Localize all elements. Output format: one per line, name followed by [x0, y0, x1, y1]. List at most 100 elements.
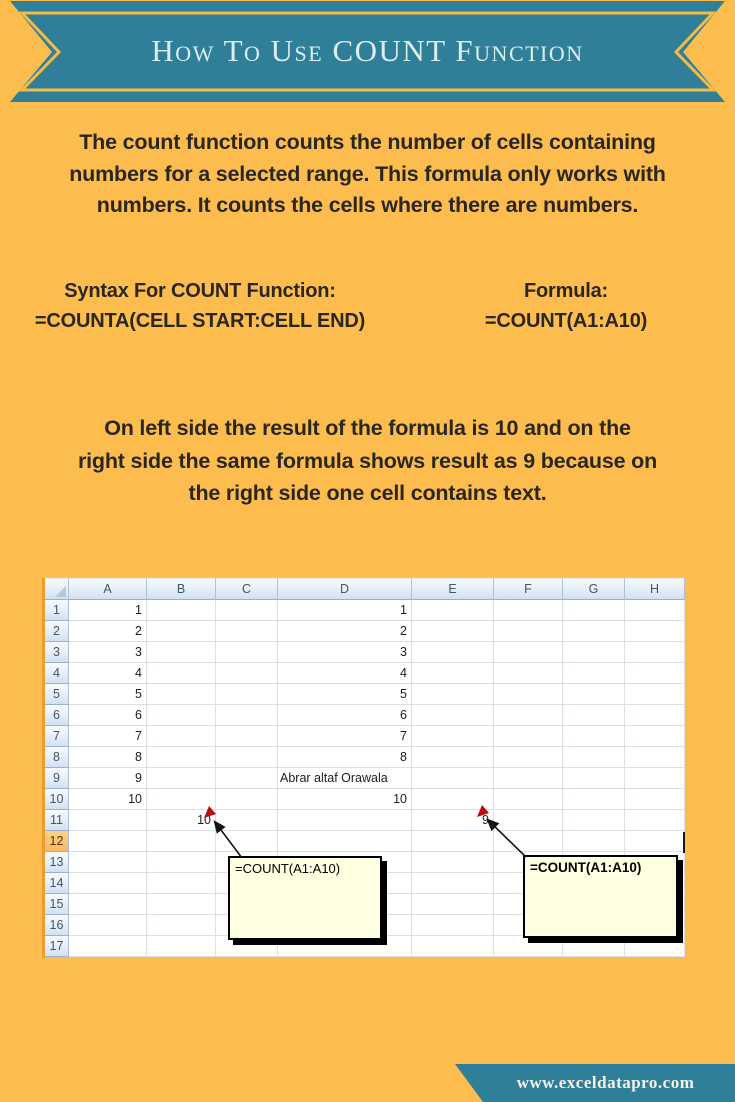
cell-A8: 8	[69, 747, 147, 768]
cell-D1: 1	[278, 600, 412, 621]
cell-H7	[625, 726, 685, 747]
cell-C8	[216, 747, 278, 768]
cell-D17	[278, 936, 412, 957]
cell-D7: 7	[278, 726, 412, 747]
cell-D12	[278, 831, 412, 852]
cell-G3	[563, 642, 625, 663]
cell-B12	[147, 831, 216, 852]
cell-C4	[216, 663, 278, 684]
cell-B5	[147, 684, 216, 705]
cell-C17	[216, 936, 278, 957]
cell-E15	[412, 894, 494, 915]
spreadsheet: A B C D E F G H 1 1 1 2 2 2 3 3 3 4 4 4 5 5 5 6 6 6 7 7 7 8 8 8 9 9 Abrar …	[45, 578, 685, 957]
column-header-B: B	[147, 578, 216, 600]
cell-B2	[147, 621, 216, 642]
cell-H6	[625, 705, 685, 726]
cell-G7	[563, 726, 625, 747]
cell-F5	[494, 684, 563, 705]
cell-A4: 4	[69, 663, 147, 684]
cell-B1	[147, 600, 216, 621]
cell-E14	[412, 873, 494, 894]
cell-H11	[625, 810, 685, 831]
cell-E10	[412, 789, 494, 810]
cell-E17	[412, 936, 494, 957]
syntax-formula: =COUNTA(CELL START:CELL END)	[34, 310, 366, 332]
cell-G12	[563, 831, 625, 852]
cell-C12	[216, 831, 278, 852]
cell-E4	[412, 663, 494, 684]
cell-D9: Abrar altaf Orawala	[278, 768, 412, 789]
row-header-8: 8	[45, 747, 69, 768]
cell-D10: 10	[278, 789, 412, 810]
cell-E6	[412, 705, 494, 726]
cell-B8	[147, 747, 216, 768]
cell-D11	[278, 810, 412, 831]
cell-A6: 6	[69, 705, 147, 726]
cell-C2	[216, 621, 278, 642]
row-header-16: 16	[45, 915, 69, 936]
column-header-D: D	[278, 578, 412, 600]
cell-D3: 3	[278, 642, 412, 663]
cell-A10: 10	[69, 789, 147, 810]
cell-F10	[494, 789, 563, 810]
cell-C7	[216, 726, 278, 747]
sheet-left-edge	[42, 578, 45, 958]
row-header-5: 5	[45, 684, 69, 705]
cell-B6	[147, 705, 216, 726]
syntax-heading: Syntax For COUNT Function:	[64, 280, 336, 302]
cell-D2: 2	[278, 621, 412, 642]
row-header-7: 7	[45, 726, 69, 747]
cell-G9	[563, 768, 625, 789]
cell-H2	[625, 621, 685, 642]
intro-text: The count function counts the number of …	[69, 130, 666, 217]
formula-heading: Formula:	[524, 280, 608, 302]
cell-C1	[216, 600, 278, 621]
cell-F6	[494, 705, 563, 726]
website-text: www.exceldatapro.com	[516, 1073, 695, 1092]
cell-F8	[494, 747, 563, 768]
cell-H5	[625, 684, 685, 705]
cell-H4	[625, 663, 685, 684]
cell-H10	[625, 789, 685, 810]
cell-G11	[563, 810, 625, 831]
cell-A15	[69, 894, 147, 915]
cell-H1	[625, 600, 685, 621]
cell-G5	[563, 684, 625, 705]
cell-G10	[563, 789, 625, 810]
cell-B16	[147, 915, 216, 936]
cell-cursor	[683, 832, 685, 853]
row-header-12: 12	[45, 831, 69, 852]
cell-C10	[216, 789, 278, 810]
row-header-2: 2	[45, 621, 69, 642]
row-header-13: 13	[45, 852, 69, 873]
cell-D4: 4	[278, 663, 412, 684]
row-header-14: 14	[45, 873, 69, 894]
cell-D6: 6	[278, 705, 412, 726]
cell-A3: 3	[69, 642, 147, 663]
cell-B10	[147, 789, 216, 810]
cell-H9	[625, 768, 685, 789]
cell-E2	[412, 621, 494, 642]
row-header-10: 10	[45, 789, 69, 810]
page-title: How To Use COUNT Function	[151, 32, 584, 68]
cell-E3	[412, 642, 494, 663]
cell-A1: 1	[69, 600, 147, 621]
cell-G6	[563, 705, 625, 726]
cell-D5: 5	[278, 684, 412, 705]
cell-F12	[494, 831, 563, 852]
cell-H3	[625, 642, 685, 663]
cell-C3	[216, 642, 278, 663]
cell-E16	[412, 915, 494, 936]
cell-E1	[412, 600, 494, 621]
column-header-C: C	[216, 578, 278, 600]
cell-E7	[412, 726, 494, 747]
cell-B13	[147, 852, 216, 873]
comment-box-left: =COUNT(A1:A10)	[228, 856, 382, 940]
formula-block: Formula: =COUNT(A1:A10)	[428, 276, 704, 336]
cell-G4	[563, 663, 625, 684]
cell-A2: 2	[69, 621, 147, 642]
cell-B14	[147, 873, 216, 894]
syntax-block: Syntax For COUNT Function: =COUNTA(CELL …	[2, 276, 398, 336]
cell-F4	[494, 663, 563, 684]
